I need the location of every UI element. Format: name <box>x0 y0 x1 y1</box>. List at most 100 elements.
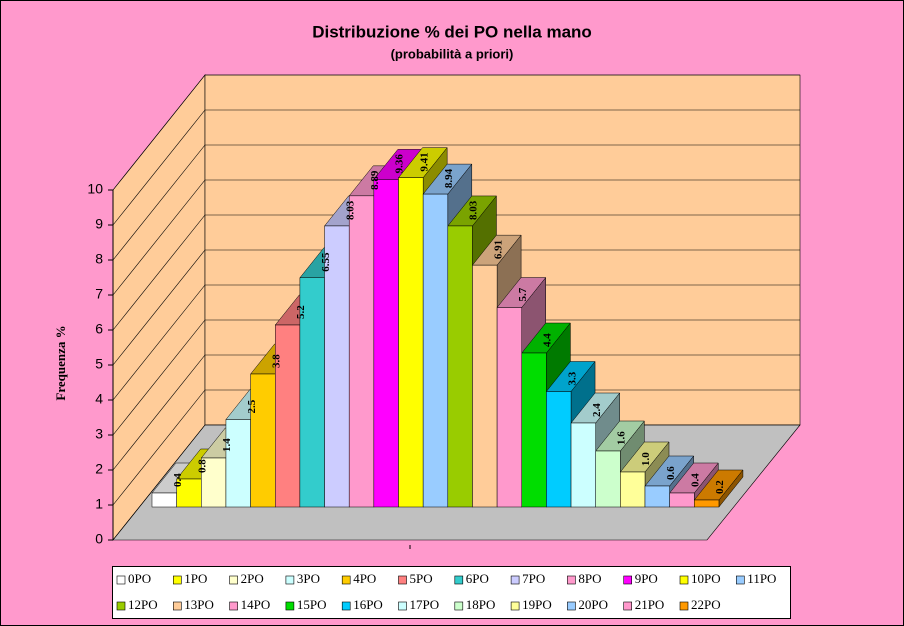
y-tick-label: 6 <box>95 321 103 337</box>
y-tick-label: 3 <box>95 426 103 442</box>
data-label: 1.0 <box>640 452 652 466</box>
y-axis-label: Frequenza % <box>53 325 68 400</box>
legend-label: 19PO <box>522 597 552 612</box>
y-tick-label: 9 <box>95 216 103 232</box>
bar-front <box>694 499 720 508</box>
data-label: 0.8 <box>197 459 209 473</box>
legend-label: 21PO <box>635 597 665 612</box>
data-label: 0.4 <box>690 473 702 487</box>
data-label: 6.91 <box>492 240 504 259</box>
bar-front <box>422 193 449 508</box>
legend-swatch <box>510 601 520 611</box>
grid-line <box>112 144 800 261</box>
legend-label: 3PO <box>297 571 320 586</box>
legend-swatch <box>679 575 689 585</box>
data-label: 5.2 <box>295 305 307 319</box>
grid-line <box>112 354 800 471</box>
data-label: 8.03 <box>344 200 356 220</box>
legend-swatch <box>285 575 295 585</box>
y-tick-label: 7 <box>95 286 103 302</box>
legend-swatch <box>567 601 576 611</box>
bar-front <box>521 352 547 508</box>
data-label: 0.4 <box>172 473 184 487</box>
legend-label: 14PO <box>241 597 271 612</box>
legend-label: 15PO <box>297 597 327 612</box>
legend-label: 5PO <box>410 571 433 586</box>
data-label: 1.6 <box>616 431 628 445</box>
bar-front <box>201 457 227 508</box>
legend-label: 1PO <box>184 571 207 586</box>
legend-swatch <box>285 601 295 611</box>
bar-front <box>546 391 572 508</box>
bar-front <box>373 179 399 508</box>
legend-label: 18PO <box>466 597 496 612</box>
data-label: 5.7 <box>517 287 529 301</box>
legend-swatch <box>116 575 126 585</box>
legend-swatch <box>735 575 745 585</box>
bar-front <box>447 225 473 508</box>
bar-front <box>151 492 177 508</box>
legend-swatch <box>567 575 576 585</box>
bar-front <box>324 225 350 508</box>
y-tick-label: 10 <box>87 181 103 197</box>
y-tick-label: 8 <box>95 251 103 267</box>
legend-swatch <box>341 575 351 585</box>
y-tick-label: 5 <box>95 356 103 372</box>
bar <box>693 469 744 508</box>
bar-front <box>570 422 596 508</box>
legend-swatch <box>679 601 689 611</box>
bar-front <box>275 324 301 508</box>
data-label: 3.8 <box>270 354 282 368</box>
legend-label: 4PO <box>353 571 376 586</box>
grid-line <box>112 109 800 226</box>
grid-line <box>112 284 800 401</box>
data-label: 8.89 <box>369 170 381 190</box>
y-tick-label: 1 <box>95 496 103 512</box>
legend-label: 11PO <box>747 571 776 586</box>
bar-front <box>299 277 325 508</box>
bar-front <box>496 307 523 508</box>
legend-label: 6PO <box>466 571 489 586</box>
data-label: 3.3 <box>566 371 578 385</box>
legend-label: 8PO <box>578 571 601 586</box>
data-label: 0.6 <box>665 466 677 480</box>
legend-swatch <box>229 601 238 611</box>
legend-swatch <box>116 601 126 611</box>
data-label: 6.55 <box>320 252 332 272</box>
grid-line <box>112 214 800 331</box>
legend-swatch <box>229 575 238 585</box>
y-tick-label: 0 <box>95 531 103 547</box>
legend-label: 16PO <box>353 597 383 612</box>
legend-swatch <box>510 575 520 585</box>
y-tick-label: 2 <box>95 461 103 477</box>
legend-label: 0PO <box>128 571 151 586</box>
data-label: 9.36 <box>394 154 406 174</box>
bar-front <box>620 471 646 508</box>
chart-subtitle: (probabilità a priori) <box>391 46 514 61</box>
data-label: 2.4 <box>591 403 603 417</box>
grid-line <box>112 319 800 436</box>
legend-label: 22PO <box>691 597 721 612</box>
legend-swatch <box>454 601 464 611</box>
data-label: 4.4 <box>542 333 554 347</box>
legend-swatch <box>398 575 407 585</box>
legend <box>112 566 791 619</box>
legend-swatch <box>623 575 633 585</box>
data-label: 2.5 <box>246 399 258 413</box>
legend-label: 7PO <box>522 571 545 586</box>
legend-swatch <box>398 601 407 611</box>
bar-front <box>348 195 375 508</box>
legend-label: 10PO <box>691 571 721 586</box>
legend-label: 2PO <box>241 571 264 586</box>
chart-title: Distribuzione % dei PO nella mano <box>312 22 592 41</box>
legend-swatch <box>341 601 351 611</box>
data-label: 8.03 <box>468 200 480 220</box>
bar-front <box>644 485 670 508</box>
legend-label: 17PO <box>410 597 440 612</box>
data-label: 8.94 <box>443 168 455 188</box>
data-label: 1.4 <box>221 438 233 452</box>
legend-swatch <box>173 575 182 585</box>
legend-swatch <box>173 601 182 611</box>
legend-swatch <box>454 575 464 585</box>
